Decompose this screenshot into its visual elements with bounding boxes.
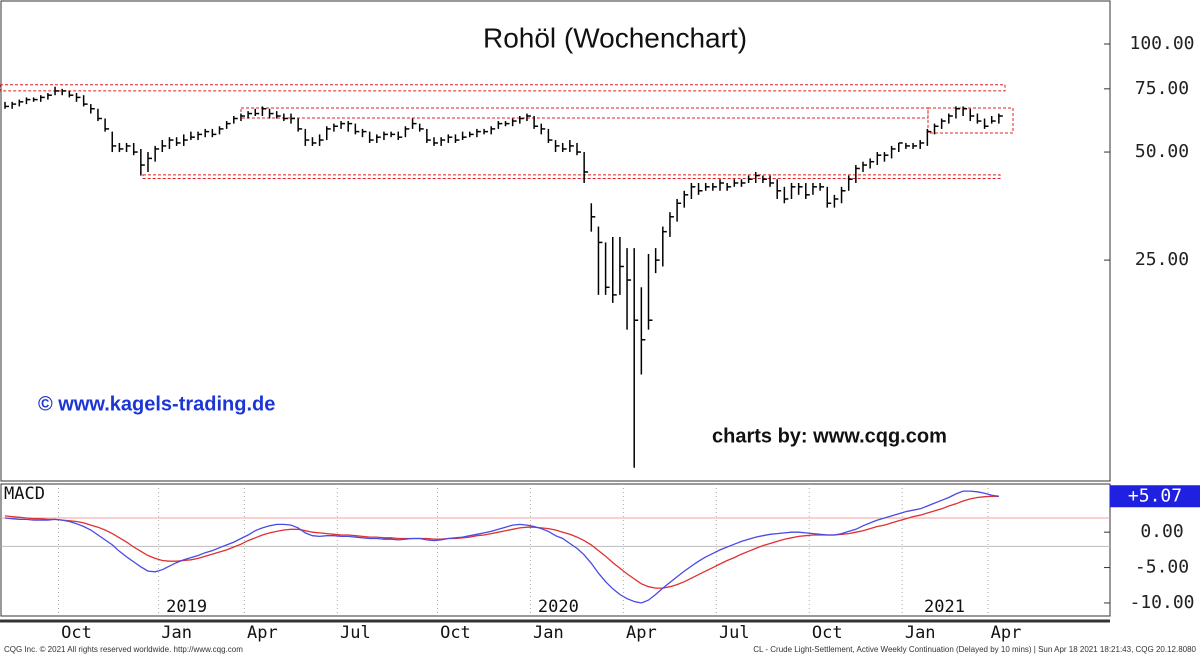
x-tick-label: Jan xyxy=(905,623,936,643)
y-tick-label: 100.00 xyxy=(1129,33,1194,54)
x-tick-label: Apr xyxy=(626,623,657,643)
x-tick-label: Oct xyxy=(440,623,471,643)
x-tick-label: Oct xyxy=(812,623,843,643)
website: © www.kagels-trading.de xyxy=(38,393,275,415)
year-label: 2021 xyxy=(924,597,965,617)
x-tick-label: Apr xyxy=(247,623,278,643)
macd-tick-label: 0.00 xyxy=(1140,521,1183,542)
x-tick-label: Jul xyxy=(340,623,371,643)
chart-title: Rohöl (Wochenchart) xyxy=(483,22,747,53)
y-tick-label: 50.00 xyxy=(1135,141,1189,162)
x-tick-label: Apr xyxy=(991,623,1022,643)
value-label-box xyxy=(1110,485,1200,508)
macd-pane-frame xyxy=(0,483,1111,617)
footer-left: CQG Inc. © 2021 All rights reserved worl… xyxy=(4,645,243,654)
price-pane-frame xyxy=(0,0,1111,482)
footer-right: CL - Crude Light-Settlement, Active Week… xyxy=(753,645,1196,654)
zone xyxy=(240,107,929,119)
macd-title: MACD xyxy=(4,484,45,504)
x-tick-label: Jan xyxy=(161,623,192,643)
x-tick-label: Jan xyxy=(533,623,564,643)
y-tick-label: 25.00 xyxy=(1135,249,1189,270)
year-label: 2020 xyxy=(538,597,579,617)
year-label: 2019 xyxy=(166,597,207,617)
x-tick-label: Jul xyxy=(719,623,750,643)
credit: charts by: www.cqg.com xyxy=(712,425,947,447)
zone xyxy=(927,107,1014,134)
x-tick-label: Oct xyxy=(61,623,92,643)
macd-tick-label: -10.00 xyxy=(1129,592,1194,613)
y-tick-label: 75.00 xyxy=(1135,78,1189,99)
zone xyxy=(0,84,1006,92)
macd-line xyxy=(4,490,999,604)
macd-tick-label: -5.00 xyxy=(1135,557,1189,578)
value-label: +5.07 xyxy=(1128,485,1182,506)
